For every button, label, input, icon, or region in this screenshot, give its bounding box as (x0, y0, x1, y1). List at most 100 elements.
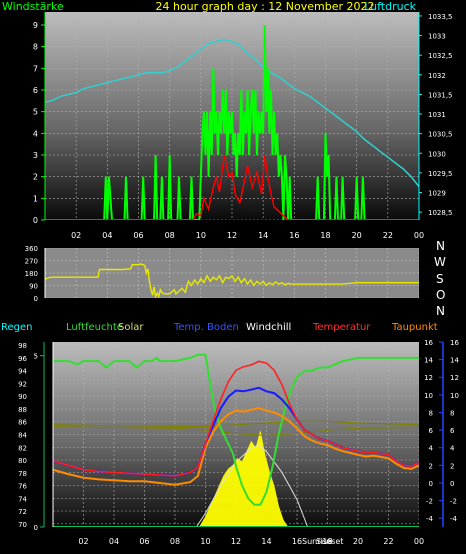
temp-tick-label-left: 14 (424, 357, 433, 365)
header-left-label: Windstärke (2, 0, 64, 13)
top-x-tick-label: 02 (71, 231, 81, 240)
bot-x-tick-label: 14 (261, 537, 271, 546)
humidity-tick-label: 94 (18, 368, 27, 376)
top-right-tick-label: 1030,5 (428, 131, 453, 139)
top-x-tick-label: 16 (289, 231, 299, 240)
top-left-tick-label: 7 (33, 64, 38, 73)
humidity-tick-label: 76 (18, 483, 27, 491)
wind-pressure-axes: 02 04 06 08 10 12 14 16 18 20 22 0001234567891028,5… (33, 12, 453, 240)
top-left-tick-label: 9 (33, 21, 38, 30)
top-left-tick-label: 2 (33, 173, 38, 182)
mid-tick-label: 270 (25, 258, 38, 266)
temp-tick-label-left: 12 (424, 374, 433, 382)
temp-tick-label-right: 6 (450, 427, 455, 435)
top-right-tick-label: 1032,5 (428, 52, 453, 60)
temp-tick-label-left: 2 (429, 462, 433, 470)
mid-tick-label: 360 (25, 245, 38, 253)
temp-tick-label-left: 6 (429, 427, 434, 435)
temperature-line (53, 360, 419, 477)
wind-direction-axes: 0 90 180 270 360 (25, 245, 46, 303)
rain-tick-label: 0 (34, 524, 38, 532)
legend-temperatur: Temperatur (312, 322, 371, 333)
climate-axes: 02 04 06 08 10 12 14 16 18 20 22 007072747678808284… (18, 339, 459, 546)
temp-tick-label-right: 0 (450, 480, 454, 488)
top-right-tick-label: 1031,5 (428, 91, 453, 99)
top-right-tick-label: 1033 (428, 33, 446, 41)
top-right-tick-label: 1028,5 (428, 209, 453, 217)
temp-tick-label-right: 8 (450, 409, 454, 417)
humidity-tick-label: 70 (18, 521, 27, 529)
legend-taupunkt: Taupunkt (391, 322, 438, 333)
legend-temp-boden: Temp. Boden (173, 322, 239, 333)
top-left-tick-label: 1 (33, 194, 38, 203)
legend-windchill: Windchill (246, 322, 291, 333)
temp-tick-label-left: -2 (426, 498, 433, 506)
temp-tick-label-left: 4 (429, 445, 434, 453)
top-left-tick-label: 0 (33, 216, 38, 225)
top-right-tick-label: 1029,5 (428, 170, 453, 178)
mid-tick-label: 0 (34, 295, 38, 303)
top-right-tick-label: 1029 (428, 190, 446, 198)
bot-x-tick-label: 10 (200, 537, 210, 546)
top-x-tick-label: 18 (320, 231, 330, 240)
chart-title: 24 hour graph day : 12 November 2022 (155, 0, 374, 13)
humidity-tick-label: 80 (18, 457, 27, 465)
wind-direction-grid (45, 248, 419, 298)
bot-x-tick-label: 18 (322, 537, 332, 546)
bot-x-tick-label: 12 (231, 537, 241, 546)
temp-tick-label-right: 4 (450, 445, 455, 453)
sunset-label: Sunset (316, 537, 343, 546)
temp-tick-label-right: -4 (450, 515, 458, 523)
temp-tick-label-left: 8 (429, 409, 433, 417)
wind-direction-series (45, 263, 419, 298)
compass-n-top: N (436, 239, 445, 253)
bot-x-tick-label: 00 (414, 537, 424, 546)
legend: Regen Luftfeuchte Solar Temp. Boden Wind… (1, 322, 438, 333)
temp-tick-label-left: -4 (426, 515, 434, 523)
solar-area (199, 431, 289, 527)
top-x-tick-label: 20 (352, 231, 362, 240)
humidity-tick-label: 86 (18, 419, 27, 427)
legend-luftfeuchte: Luftfeuchte (66, 322, 123, 333)
sun-labels: Sunrise Sunset (302, 537, 343, 546)
bot-x-tick-label: 20 (353, 537, 363, 546)
mid-tick-label: 90 (29, 283, 38, 291)
humidity-tick-label: 74 (18, 495, 27, 503)
compass-n-bottom: N (436, 304, 445, 318)
top-left-tick-label: 6 (33, 86, 38, 95)
top-x-tick-label: 08 (165, 231, 175, 240)
wind-gust-line (45, 154, 419, 220)
wind-avg-line (45, 24, 419, 220)
sunrise-label: Sunrise (302, 537, 332, 546)
temp-tick-label-right: 2 (450, 462, 454, 470)
soil-temp-line-2 (53, 426, 419, 436)
bot-x-tick-label: 16 (292, 537, 302, 546)
humidity-tick-label: 78 (18, 470, 27, 478)
humidity-tick-label: 82 (18, 444, 27, 452)
dewpoint-line (53, 407, 419, 486)
temp-tick-label-left: 10 (424, 392, 433, 400)
compass-w: W (434, 255, 446, 269)
top-left-tick-label: 5 (33, 108, 38, 117)
legend-solar: Solar (118, 322, 144, 333)
humidity-tick-label: 72 (18, 508, 27, 516)
bot-x-tick-label: 22 (383, 537, 393, 546)
wind-pressure-series (45, 24, 419, 220)
humidity-tick-label: 92 (18, 380, 27, 388)
mid-tick-label: 180 (25, 270, 38, 278)
top-right-tick-label: 1033,5 (428, 13, 453, 21)
soil-temp-line (53, 420, 419, 428)
legend-regen: Regen (1, 322, 33, 333)
humidity-tick-label: 90 (18, 393, 27, 401)
solar-theoretical-line (195, 444, 309, 527)
rain-tick-label: 5 (34, 353, 38, 361)
top-x-tick-label: 04 (102, 231, 112, 240)
wind-direction-line (45, 263, 419, 298)
compass-s: S (436, 272, 444, 286)
top-right-tick-label: 1030 (428, 150, 446, 158)
top-left-tick-label: 8 (33, 43, 38, 52)
temp-tick-label-right: 14 (450, 357, 459, 365)
top-x-tick-label: 22 (383, 231, 393, 240)
humidity-tick-label: 98 (18, 342, 27, 350)
